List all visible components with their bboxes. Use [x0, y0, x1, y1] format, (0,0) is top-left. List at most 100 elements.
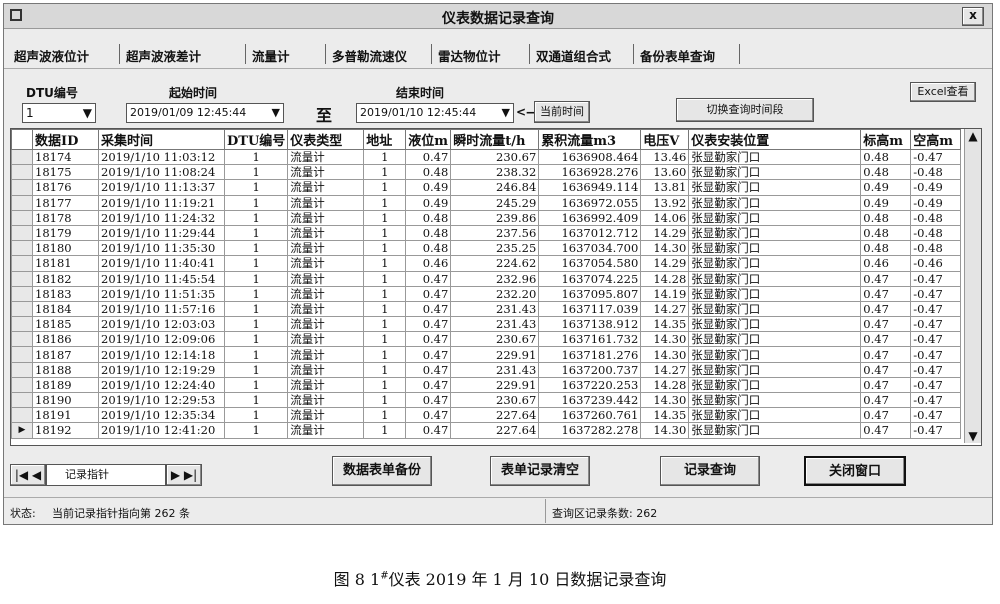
table-cell: 1637034.700: [538, 240, 642, 257]
nav-next-last[interactable]: ▶ ▶|: [166, 464, 202, 486]
row-selector: [11, 255, 33, 272]
table-cell: -0.47: [910, 361, 962, 378]
table-row[interactable]: 18177 2019/1/10 11:19:21 1 流量计 1 0.49 245.29 16…: [11, 194, 962, 211]
footer-button[interactable]: 关闭窗口: [804, 456, 906, 486]
table-cell: 张显勤家门口: [688, 331, 862, 348]
table-row[interactable]: 18181 2019/1/10 11:40:41 1 流量计 1 0.46 224.62 16…: [11, 255, 962, 272]
table-cell: 0.47: [405, 148, 452, 166]
table-cell: 13.60: [640, 164, 690, 181]
table-cell: 0.48: [405, 164, 452, 181]
start-picker[interactable]: 2019/01/09 12:45:44 ▼: [126, 103, 284, 123]
row-selector: [11, 209, 33, 226]
table-cell: 1: [363, 194, 407, 211]
table-cell: 1: [223, 376, 289, 394]
table-row[interactable]: 18174 2019/1/10 11:03:12 1 流量计 1 0.47 230.67 16…: [11, 148, 962, 166]
tab-separator: [245, 44, 246, 64]
table-cell: -0.47: [910, 285, 962, 302]
table-cell: 18192: [32, 422, 99, 439]
table-cell: 1637181.276: [538, 346, 642, 363]
table-cell: 流量计: [287, 148, 365, 166]
table-cell: 18189: [32, 376, 99, 394]
end-picker[interactable]: 2019/01/10 12:45:44 ▼: [356, 103, 514, 123]
footer-button[interactable]: 记录查询: [660, 456, 760, 486]
table-cell: 1: [223, 179, 289, 196]
tab[interactable]: 双通道组合式: [536, 49, 612, 64]
table-row[interactable]: 18176 2019/1/10 11:13:37 1 流量计 1 0.49 246.84 16…: [11, 179, 962, 196]
table-row[interactable]: 18179 2019/1/10 11:29:44 1 流量计 1 0.48 237.56 16…: [11, 224, 962, 242]
table-cell: -0.47: [910, 316, 962, 333]
table-row[interactable]: 18178 2019/1/10 11:24:32 1 流量计 1 0.48 239.86 16…: [11, 209, 962, 226]
table-cell: 18185: [32, 316, 99, 333]
table-cell: 1637012.712: [538, 224, 642, 242]
tab[interactable]: 流量计: [252, 49, 290, 64]
table-row[interactable]: 18180 2019/1/10 11:35:30 1 流量计 1 0.48 235.25 16…: [11, 240, 962, 257]
table-cell: 14.06: [640, 209, 690, 226]
table-cell: 1: [223, 361, 289, 378]
table-row[interactable]: 18185 2019/1/10 12:03:03 1 流量计 1 0.47 231.43 16…: [11, 316, 962, 333]
tab[interactable]: 雷达物位计: [438, 49, 501, 64]
column-header: 标高m: [860, 129, 912, 150]
table-row[interactable]: 18189 2019/1/10 12:24:40 1 流量计 1 0.47 229.91 16…: [11, 376, 962, 394]
table-cell: 1: [363, 179, 407, 196]
table-cell: 张显勤家门口: [688, 148, 862, 166]
table-cell: 张显勤家门口: [688, 270, 862, 287]
table-row[interactable]: 18191 2019/1/10 12:35:34 1 流量计 1 0.47 227.64 16…: [11, 407, 962, 424]
table-cell: -0.47: [910, 300, 962, 318]
caption-prefix: 图 8 1: [333, 570, 381, 589]
status-count: 查询区记录条数: 262: [552, 507, 658, 520]
table-row[interactable]: 18190 2019/1/10 12:29:53 1 流量计 1 0.47 230.67 16…: [11, 391, 962, 409]
table-cell: 张显勤家门口: [688, 209, 862, 226]
table-cell: 流量计: [287, 391, 365, 409]
dtu-label: DTU编号: [26, 86, 78, 100]
row-selector: [11, 407, 33, 424]
table-cell: 2019/1/10 11:35:30: [98, 240, 225, 257]
table-cell: 1: [223, 255, 289, 272]
table-cell: 14.30: [640, 391, 690, 409]
table-row[interactable]: 18184 2019/1/10 11:57:16 1 流量计 1 0.47 231.43 16…: [11, 300, 962, 318]
table-cell: 1637117.039: [538, 300, 642, 318]
table-cell: 18190: [32, 391, 99, 409]
table-cell: 1637054.580: [538, 255, 642, 272]
table-cell: 1: [363, 361, 407, 378]
table-cell: 18176: [32, 179, 99, 196]
table-cell: -0.47: [910, 407, 962, 424]
nav-first-prev[interactable]: |◀ ◀: [10, 464, 46, 486]
table-row[interactable]: 18186 2019/1/10 12:09:06 1 流量计 1 0.47 230.67 16…: [11, 331, 962, 348]
table-cell: 0.49: [405, 179, 452, 196]
scrollbar[interactable]: ▲ ▼: [964, 129, 981, 443]
table-cell: 1: [363, 376, 407, 394]
start-value: 2019/01/09 12:45:44: [130, 106, 247, 119]
row-selector: [11, 331, 33, 348]
dtu-select[interactable]: 1 ▼: [22, 103, 96, 123]
tab-separator: [119, 44, 120, 64]
footer-button[interactable]: 数据表单备份: [332, 456, 432, 486]
table-cell: 2019/1/10 11:13:37: [98, 179, 225, 196]
switch-button[interactable]: 切换查询时间段: [676, 98, 814, 122]
tab[interactable]: 多普勒流速仪: [332, 49, 408, 64]
row-selector: [11, 148, 33, 166]
table-row[interactable]: 18187 2019/1/10 12:14:18 1 流量计 1 0.47 229.91 16…: [11, 346, 962, 363]
table-cell: 1: [223, 331, 289, 348]
table-cell: 1: [223, 209, 289, 226]
table-row[interactable]: 18175 2019/1/10 11:08:24 1 流量计 1 0.48 238.32 16…: [11, 164, 962, 181]
close-button[interactable]: x: [962, 7, 984, 26]
table-row[interactable]: 18183 2019/1/10 11:51:35 1 流量计 1 0.47 232.20 16…: [11, 285, 962, 302]
status-text: 当前记录指针指向第 262 条: [52, 507, 190, 520]
excel-button[interactable]: Excel查看: [910, 82, 976, 102]
table-cell: 18187: [32, 346, 99, 363]
table-row[interactable]: 18182 2019/1/10 11:45:54 1 流量计 1 0.47 232.96 16…: [11, 270, 962, 287]
now-button[interactable]: 当前时间: [534, 101, 590, 123]
footer-button[interactable]: 表单记录清空: [490, 456, 590, 486]
tab[interactable]: 超声波液差计: [126, 49, 202, 64]
table-cell: -0.49: [910, 194, 962, 211]
to-label: 至: [316, 106, 333, 125]
table-row[interactable]: ▶ 18192 2019/1/10 12:41:20 1 流量计 1 0.47 227.64 1…: [11, 422, 962, 439]
table-cell: 1: [223, 164, 289, 181]
table-row[interactable]: 18188 2019/1/10 12:19:29 1 流量计 1 0.47 231.43 16…: [11, 361, 962, 378]
table-cell: 张显勤家门口: [688, 194, 862, 211]
tab[interactable]: 备份表单查询: [640, 49, 716, 64]
tab[interactable]: 超声波液位计: [14, 49, 90, 64]
table-cell: 1: [223, 240, 289, 257]
table-cell: 231.43: [450, 300, 540, 318]
row-selector: [11, 376, 33, 394]
